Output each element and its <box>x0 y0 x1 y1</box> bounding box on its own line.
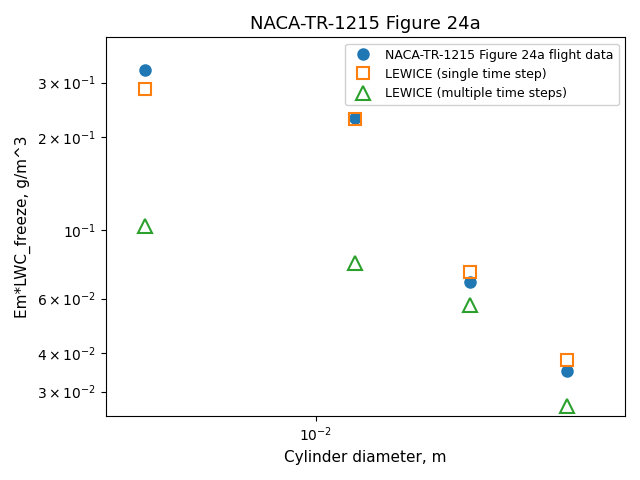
LEWICE (single time step) <box>351 117 359 122</box>
LEWICE (multiple time steps) <box>351 261 359 266</box>
X-axis label: Cylinder diameter, m: Cylinder diameter, m <box>284 450 447 465</box>
LEWICE (multiple time steps) <box>466 302 474 308</box>
NACA-TR-1215 Figure 24a flight data <box>141 67 149 72</box>
Legend: NACA-TR-1215 Figure 24a flight data, LEWICE (single time step), LEWICE (multiple: NACA-TR-1215 Figure 24a flight data, LEW… <box>345 44 619 105</box>
LEWICE (single time step) <box>466 269 474 275</box>
Line: NACA-TR-1215 Figure 24a flight data: NACA-TR-1215 Figure 24a flight data <box>140 64 572 376</box>
LEWICE (multiple time steps) <box>141 223 149 229</box>
LEWICE (single time step) <box>563 357 571 363</box>
NACA-TR-1215 Figure 24a flight data <box>466 279 474 285</box>
LEWICE (single time step) <box>141 86 149 92</box>
Line: LEWICE (single time step): LEWICE (single time step) <box>139 83 573 366</box>
Title: NACA-TR-1215 Figure 24a: NACA-TR-1215 Figure 24a <box>250 15 481 33</box>
NACA-TR-1215 Figure 24a flight data <box>351 115 359 121</box>
Y-axis label: Em*LWC_freeze, g/m^3: Em*LWC_freeze, g/m^3 <box>15 135 31 318</box>
NACA-TR-1215 Figure 24a flight data <box>563 368 571 374</box>
LEWICE (multiple time steps) <box>563 403 571 408</box>
Line: LEWICE (multiple time steps): LEWICE (multiple time steps) <box>138 219 574 413</box>
